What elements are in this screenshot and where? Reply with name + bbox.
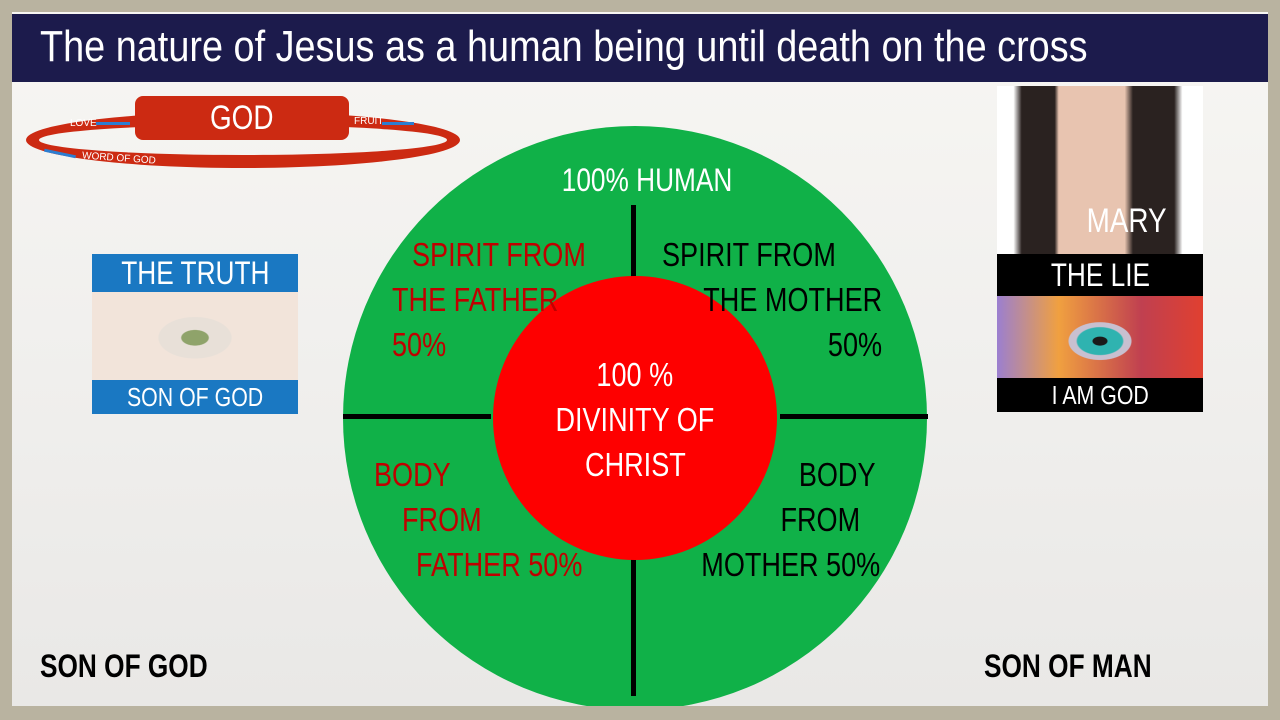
mary-label: MARY bbox=[1086, 202, 1167, 240]
spirit-father-label: SPIRIT FROM THE FATHER 50% bbox=[392, 236, 586, 363]
arrow-left-icon bbox=[382, 122, 414, 125]
slide-title: The nature of Jesus as a human being unt… bbox=[40, 22, 1088, 71]
spirit-mother-label: SPIRIT FROM THE MOTHER 50% bbox=[662, 236, 882, 363]
truth-panel: THE TRUTH SON OF GOD bbox=[92, 254, 298, 414]
green-eye-image bbox=[92, 292, 298, 380]
lie-panel: MARY THE LIE I AM GOD bbox=[997, 86, 1203, 412]
divider-left bbox=[343, 414, 491, 419]
woman-image: MARY bbox=[997, 86, 1203, 254]
divinity-circle bbox=[493, 276, 777, 560]
footer-son-of-man: SON OF MAN bbox=[984, 648, 1152, 684]
fruit-label: FRUIT bbox=[354, 116, 384, 127]
truth-label: THE TRUTH bbox=[92, 254, 298, 292]
body-father-label: BODY FROM FATHER 50% bbox=[374, 456, 583, 583]
divider-bottom bbox=[631, 550, 636, 696]
god-label: GOD bbox=[210, 99, 274, 137]
the-lie-label: THE LIE bbox=[997, 254, 1203, 296]
footer-son-of-god: SON OF GOD bbox=[40, 648, 208, 684]
body-mother-label: BODY FROM MOTHER 50% bbox=[701, 456, 881, 583]
arrow-left-icon bbox=[96, 122, 130, 125]
divider-right bbox=[780, 414, 928, 419]
love-label: LOVE bbox=[70, 118, 97, 129]
son-of-god-label: SON OF GOD bbox=[92, 380, 298, 414]
divinity-label: 100 % DIVINITY OF CHRIST bbox=[555, 356, 715, 483]
i-am-god-label: I AM GOD bbox=[997, 378, 1203, 412]
slide: The nature of Jesus as a human being unt… bbox=[12, 12, 1268, 706]
human-label: 100% HUMAN bbox=[561, 162, 733, 198]
colorful-eye-image bbox=[997, 296, 1203, 378]
divider-top bbox=[631, 205, 636, 285]
title-bar: The nature of Jesus as a human being unt… bbox=[12, 14, 1268, 82]
god-box: GOD bbox=[135, 96, 349, 140]
